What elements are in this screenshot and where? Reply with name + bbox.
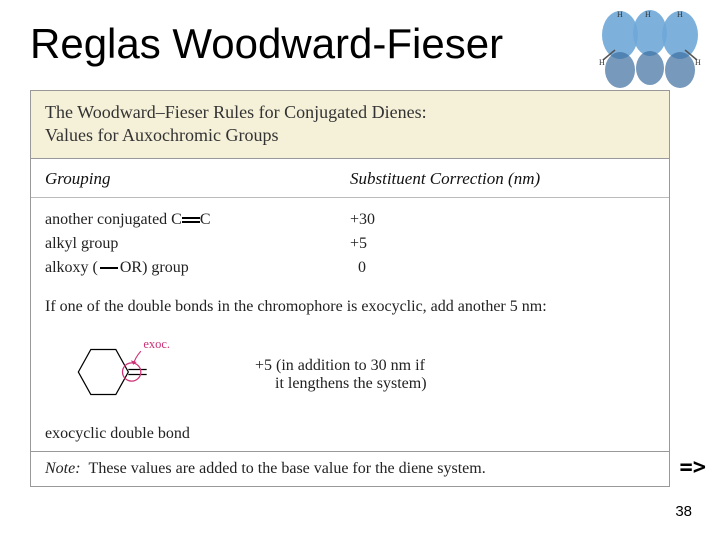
table-header: The Woodward–Fieser Rules for Conjugated… (31, 91, 669, 159)
table-header-line2: Values for Auxochromic Groups (45, 124, 655, 147)
exocyclic-caption: exocyclic double bond (45, 425, 655, 443)
table-footer-note: Note: These values are added to the base… (31, 451, 669, 486)
table-body: another conjugated CC +30 alkyl group +5… (31, 198, 669, 288)
next-arrow: => (680, 455, 707, 480)
group-cell: another conjugated CC (45, 208, 350, 232)
table-header-line1: The Woodward–Fieser Rules for Conjugated… (45, 101, 655, 124)
col-header-correction: Substituent Correction (nm) (350, 169, 655, 189)
slide-title: Reglas Woodward-Fieser (30, 20, 503, 68)
hexagon-diagram: exoc. (45, 322, 235, 427)
value-cell: +5 (350, 232, 655, 256)
value-cell: +30 (350, 208, 655, 232)
svg-text:H: H (617, 10, 623, 19)
exocyclic-value: +5 (in addition to 30 nm if it lengthens… (235, 357, 655, 393)
table-row: alkoxy (OR) group 0 (45, 256, 655, 280)
group-cell: alkyl group (45, 232, 350, 256)
orbital-decorative-image: H H H H H (595, 5, 705, 95)
value-cell: 0 (350, 256, 655, 280)
exocyclic-section: exoc. +5 (in addition to 30 nm if it len… (31, 318, 669, 451)
table-row: alkyl group +5 (45, 232, 655, 256)
svg-text:H: H (695, 58, 701, 67)
svg-text:H: H (677, 10, 683, 19)
group-cell: alkoxy (OR) group (45, 256, 350, 280)
page-number: 38 (675, 503, 692, 520)
svg-text:H: H (599, 58, 605, 67)
exoc-label: exoc. (143, 337, 170, 351)
rules-table: The Woodward–Fieser Rules for Conjugated… (30, 90, 670, 487)
exocyclic-note: If one of the double bonds in the chromo… (31, 288, 669, 318)
svg-text:H: H (645, 10, 651, 19)
col-header-grouping: Grouping (45, 169, 350, 189)
table-row: another conjugated CC +30 (45, 208, 655, 232)
table-column-headers: Grouping Substituent Correction (nm) (31, 159, 669, 198)
